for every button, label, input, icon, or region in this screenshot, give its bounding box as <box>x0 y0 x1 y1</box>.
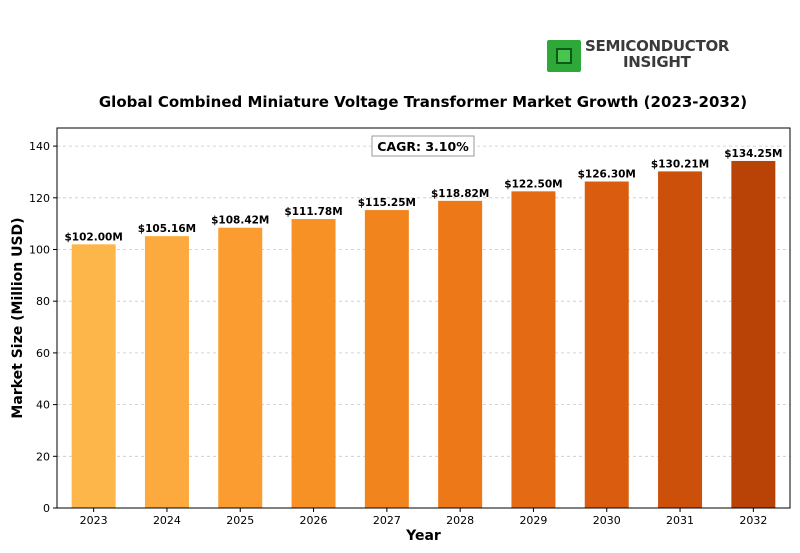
y-tick-label: 140 <box>29 140 50 153</box>
data-label: $108.42M <box>211 215 269 227</box>
data-label: $118.82M <box>431 188 489 200</box>
bar <box>218 227 263 509</box>
chart-title: Global Combined Miniature Voltage Transf… <box>98 93 748 111</box>
x-tick-label: 2023 <box>80 514 108 527</box>
data-label: $105.16M <box>138 223 196 235</box>
y-tick-label: 120 <box>29 192 50 205</box>
bar <box>438 200 483 508</box>
x-tick-label: 2027 <box>373 514 401 527</box>
x-tick-label: 2029 <box>519 514 547 527</box>
x-axis-title: Year <box>405 528 441 544</box>
x-tick-label: 2026 <box>300 514 328 527</box>
data-label: $115.25M <box>358 197 416 209</box>
bar <box>511 191 556 509</box>
x-tick-label: 2030 <box>593 514 621 527</box>
bar <box>144 236 189 508</box>
bar <box>658 171 703 509</box>
y-axis-title: Market Size (Million USD) <box>10 217 26 418</box>
bar <box>71 244 116 508</box>
y-tick-label: 40 <box>36 399 50 412</box>
plot-frame <box>56 127 791 509</box>
data-label: $134.25M <box>724 148 782 160</box>
cagr-annotation: CAGR: 3.10% <box>377 139 469 154</box>
bar <box>364 210 409 508</box>
x-tick-label: 2028 <box>446 514 474 527</box>
x-tick-label: 2031 <box>666 514 694 527</box>
brand-line-1: SEMICONDUCTOR <box>585 37 730 55</box>
x-tick-label: 2025 <box>226 514 254 527</box>
brand-line-2: INSIGHT <box>623 53 691 71</box>
data-label: $126.30M <box>578 169 636 181</box>
bar <box>731 160 776 509</box>
bar <box>291 219 336 508</box>
y-tick-label: 80 <box>36 295 50 308</box>
y-tick-label: 0 <box>43 502 50 515</box>
chip-icon <box>547 40 581 72</box>
x-tick-label: 2032 <box>739 514 767 527</box>
brand-name: SEMICONDUCTOR INSIGHT <box>585 38 729 70</box>
y-tick-label: 60 <box>36 347 50 360</box>
data-label: $122.50M <box>504 178 562 190</box>
y-tick-label: 20 <box>36 450 50 463</box>
y-tick-label: 100 <box>29 243 50 256</box>
brand-logo: SEMICONDUCTOR INSIGHT <box>545 38 745 74</box>
cagr-box <box>371 135 475 157</box>
data-label: $111.78M <box>284 206 342 218</box>
bar <box>584 181 629 509</box>
data-label: $130.21M <box>651 158 709 170</box>
x-tick-label: 2024 <box>153 514 181 527</box>
data-label: $102.00M <box>65 231 123 243</box>
